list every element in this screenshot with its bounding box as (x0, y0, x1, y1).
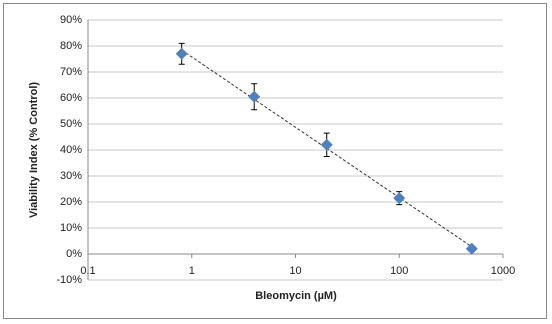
y-tick-label: 80% (60, 40, 82, 52)
y-tick-label: 10% (60, 222, 82, 234)
y-axis-title: Viability Index (% Control) (28, 82, 40, 218)
y-tick-label: 30% (60, 170, 82, 182)
y-tick-label: 60% (60, 92, 82, 104)
point (175, 47, 188, 60)
y-tick-label: 50% (60, 118, 82, 130)
chart-border (3, 3, 547, 319)
x-tick-label: 1000 (491, 265, 515, 277)
point (320, 138, 333, 151)
y-tick-label: -10% (56, 274, 82, 286)
x-tick-label: 100 (390, 265, 408, 277)
x-axis-title: Bleomycin (µM) (255, 290, 337, 302)
x-tick-label: 1 (189, 265, 195, 277)
y-tick-label: 20% (60, 196, 82, 208)
y-tick-label: 0% (66, 248, 82, 260)
x-tick-label: 10 (289, 265, 301, 277)
point (465, 242, 478, 255)
y-tick-label: 70% (60, 66, 82, 78)
point (248, 90, 261, 103)
x-tick-label: 0.1 (80, 265, 95, 277)
y-tick-label: 90% (60, 14, 82, 26)
y-tick-label: 40% (60, 144, 82, 156)
point (393, 192, 406, 205)
